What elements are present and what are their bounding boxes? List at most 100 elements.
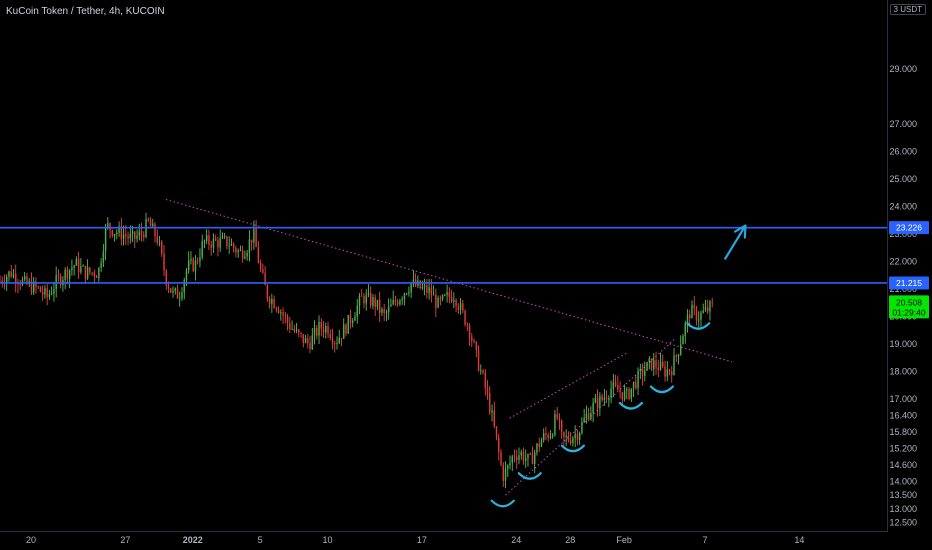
candle-body: [381, 309, 383, 313]
candle-body: [212, 238, 215, 248]
time-tick-label: 5: [258, 535, 263, 545]
candle-body: [93, 272, 96, 277]
candle-body: [459, 303, 462, 310]
price-tick-label: 25.000: [889, 174, 917, 184]
candle-body: [572, 437, 574, 444]
candle-body: [662, 361, 664, 367]
candle-body: [217, 240, 219, 248]
candle-body: [338, 337, 340, 344]
candle-body: [410, 283, 412, 293]
candle-body: [37, 286, 39, 288]
candle-body: [693, 304, 695, 309]
candle-body: [307, 338, 309, 344]
candle-body: [127, 236, 129, 239]
candle-body: [86, 267, 89, 279]
candle-body: [284, 315, 287, 317]
candle-body: [491, 410, 493, 413]
candle-body: [275, 307, 278, 310]
candle-body: [46, 288, 48, 298]
candle-body: [311, 335, 314, 350]
candle-body: [646, 362, 648, 371]
candle-body: [711, 301, 713, 303]
candle-body: [241, 250, 244, 259]
candle-body: [329, 334, 331, 339]
candle-body: [239, 250, 242, 252]
candle-body: [259, 262, 262, 270]
candle-body: [68, 270, 71, 279]
candle-body: [385, 312, 388, 314]
candle-body: [709, 301, 711, 312]
candle-body: [484, 373, 487, 388]
candle-body: [232, 243, 235, 248]
candle-body: [73, 265, 75, 268]
candle-body: [300, 332, 302, 335]
candle-body: [623, 390, 626, 400]
candle-body: [608, 397, 610, 399]
target-arrow-icon: [733, 224, 747, 239]
candle-body: [349, 314, 352, 323]
candle-body: [558, 417, 561, 421]
candle-body: [524, 458, 527, 461]
candle-body: [399, 300, 401, 305]
candle-body: [468, 325, 471, 337]
candle-body: [403, 293, 406, 299]
candle-body: [313, 327, 316, 336]
candle-body: [437, 298, 439, 308]
candle-body: [601, 395, 603, 400]
candle-body: [684, 323, 686, 337]
candle-body: [163, 253, 165, 271]
candle-body: [309, 343, 311, 350]
candle-body: [412, 279, 415, 284]
candle-body: [1, 280, 3, 283]
candle-body: [560, 420, 563, 432]
candle-body: [446, 292, 448, 295]
candle-body: [98, 267, 100, 278]
candle-body: [498, 437, 500, 453]
price-tick-label: 14.000: [889, 476, 917, 486]
candle-body: [253, 228, 255, 243]
price-tick-label: 13.500: [889, 490, 917, 500]
candle-body: [432, 294, 435, 296]
candle-body: [80, 266, 82, 273]
currency-label[interactable]: 3 USDT: [889, 4, 926, 15]
candle-body: [71, 267, 73, 271]
candle-body: [336, 343, 338, 345]
candle-body: [95, 276, 98, 278]
candle-body: [152, 223, 154, 227]
candle-body: [529, 453, 531, 455]
candle-body: [653, 360, 655, 370]
candle-body: [277, 309, 280, 313]
candle-body: [82, 265, 84, 267]
candle-body: [264, 272, 266, 286]
time-tick-label: 14: [794, 535, 804, 545]
candle-body: [686, 314, 689, 324]
candle-body: [574, 433, 576, 438]
candle-body: [599, 395, 601, 409]
descending-trendline: [165, 198, 733, 363]
candle-body: [365, 294, 367, 304]
candle-body: [109, 223, 111, 231]
time-tick-label: Feb: [616, 535, 632, 545]
candle-body: [513, 456, 516, 458]
candle-body: [84, 265, 87, 279]
candle-body: [439, 298, 442, 300]
candle-body: [576, 433, 579, 441]
candle-body: [511, 456, 513, 464]
candle-body: [129, 233, 132, 239]
candle-body: [675, 355, 677, 357]
candle-body: [542, 433, 545, 441]
candle-body: [394, 299, 397, 303]
candle-body: [147, 219, 150, 221]
candle-body: [181, 292, 183, 299]
candle-body: [199, 257, 201, 262]
candle-body: [360, 295, 363, 297]
price-tick-label: 15.200: [889, 443, 917, 453]
candle-body: [304, 338, 307, 344]
time-tick-label: 7: [703, 535, 708, 545]
candle-body: [659, 361, 662, 370]
candle-body: [473, 340, 475, 342]
candle-body: [280, 312, 282, 314]
candle-body: [455, 300, 457, 307]
